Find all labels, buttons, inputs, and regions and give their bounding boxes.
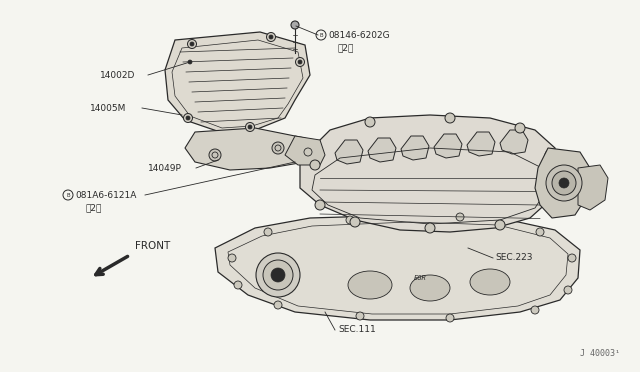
- Circle shape: [186, 116, 190, 120]
- Circle shape: [559, 178, 569, 188]
- Polygon shape: [535, 148, 590, 218]
- Circle shape: [350, 217, 360, 227]
- Circle shape: [495, 220, 505, 230]
- Text: FRONT: FRONT: [135, 241, 170, 251]
- Text: 081A6-6121A: 081A6-6121A: [75, 190, 136, 199]
- Polygon shape: [300, 115, 558, 232]
- Circle shape: [272, 142, 284, 154]
- Circle shape: [291, 21, 299, 29]
- Polygon shape: [335, 140, 363, 164]
- Circle shape: [425, 223, 435, 233]
- Text: SEC.223: SEC.223: [495, 253, 532, 263]
- Circle shape: [298, 60, 302, 64]
- Polygon shape: [215, 215, 580, 320]
- Polygon shape: [500, 130, 528, 154]
- Circle shape: [248, 125, 252, 129]
- Text: 14005M: 14005M: [90, 103, 126, 112]
- Polygon shape: [368, 138, 396, 162]
- Polygon shape: [434, 134, 462, 158]
- Circle shape: [190, 42, 194, 46]
- Circle shape: [274, 301, 282, 309]
- Circle shape: [246, 122, 255, 131]
- Text: B: B: [319, 32, 323, 38]
- Circle shape: [568, 254, 576, 262]
- Circle shape: [315, 200, 325, 210]
- Circle shape: [234, 281, 242, 289]
- Polygon shape: [285, 136, 325, 165]
- Circle shape: [264, 228, 272, 236]
- Circle shape: [540, 195, 550, 205]
- Text: EGR: EGR: [413, 275, 426, 281]
- Text: J 40003¹: J 40003¹: [580, 349, 620, 358]
- Circle shape: [531, 306, 539, 314]
- Circle shape: [310, 160, 320, 170]
- Circle shape: [209, 149, 221, 161]
- Circle shape: [188, 60, 192, 64]
- Circle shape: [445, 113, 455, 123]
- Text: （2）: （2）: [338, 44, 355, 52]
- Circle shape: [552, 171, 576, 195]
- Circle shape: [456, 213, 464, 221]
- Polygon shape: [165, 32, 310, 132]
- Text: 14002D: 14002D: [100, 71, 136, 80]
- Circle shape: [564, 286, 572, 294]
- Circle shape: [184, 113, 193, 122]
- Text: B: B: [66, 192, 70, 198]
- Circle shape: [296, 58, 305, 67]
- Ellipse shape: [410, 275, 450, 301]
- Ellipse shape: [348, 271, 392, 299]
- Circle shape: [346, 216, 354, 224]
- Circle shape: [269, 35, 273, 39]
- Text: （2）: （2）: [85, 203, 101, 212]
- Polygon shape: [401, 136, 429, 160]
- Circle shape: [266, 32, 275, 42]
- Ellipse shape: [470, 269, 510, 295]
- Circle shape: [271, 268, 285, 282]
- Text: SEC.111: SEC.111: [338, 326, 376, 334]
- Circle shape: [263, 260, 293, 290]
- Circle shape: [536, 228, 544, 236]
- Circle shape: [446, 314, 454, 322]
- Circle shape: [356, 312, 364, 320]
- Circle shape: [545, 150, 555, 160]
- Circle shape: [546, 165, 582, 201]
- Circle shape: [515, 123, 525, 133]
- Circle shape: [365, 117, 375, 127]
- Circle shape: [256, 253, 300, 297]
- Circle shape: [188, 39, 196, 48]
- Polygon shape: [185, 128, 310, 170]
- Text: 08146-6202G: 08146-6202G: [328, 31, 390, 39]
- Text: 14049P: 14049P: [148, 164, 182, 173]
- Circle shape: [228, 254, 236, 262]
- Polygon shape: [467, 132, 495, 156]
- Polygon shape: [578, 165, 608, 210]
